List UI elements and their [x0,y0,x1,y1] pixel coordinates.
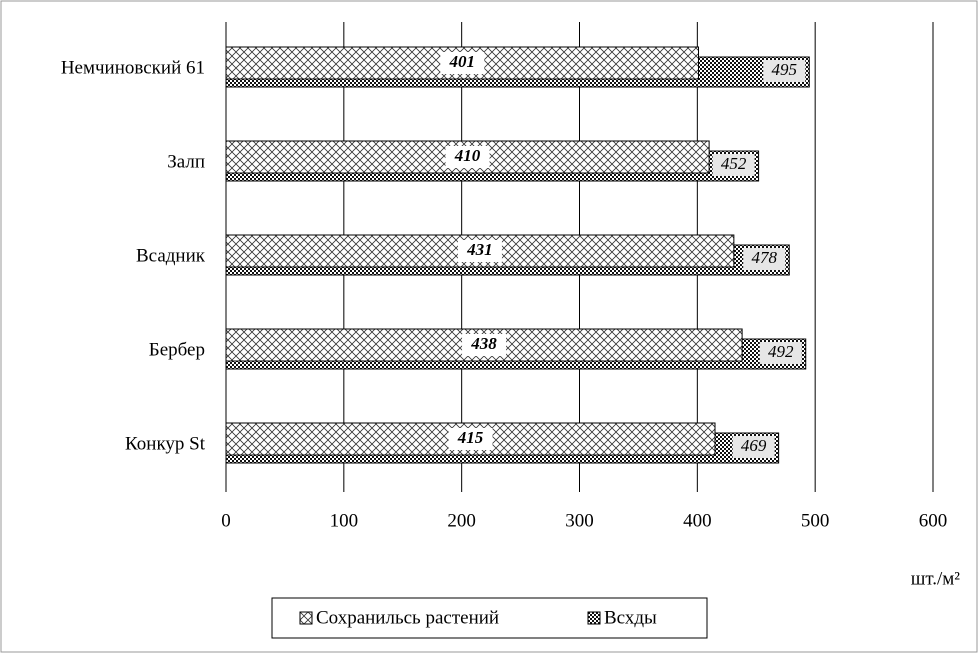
data-label: 495 [772,60,798,79]
label-bg [732,436,775,458]
data-label: 452 [721,154,747,173]
data-label: 478 [751,248,777,267]
legend-swatch [299,611,313,625]
x-tick-label: 600 [919,510,948,531]
label-bg [445,146,490,168]
legend-swatch [587,611,601,625]
data-label: 492 [768,342,794,361]
x-axis-title: шт./м² [911,568,961,589]
x-tick-label: 400 [683,510,712,531]
category-label: Конкур St [125,433,206,454]
label-bg [440,52,485,74]
data-label: 401 [449,52,476,71]
x-tick-label: 500 [801,510,830,531]
category-label: Всадник [136,245,206,266]
legend-label: Сохранильсь растений [316,607,499,628]
category-label: Залп [167,151,205,172]
legend-label: Всхды [604,607,657,628]
x-tick-label: 200 [447,510,476,531]
x-tick-label: 0 [221,510,231,531]
x-tick-label: 300 [565,510,594,531]
label-bg [759,342,802,364]
data-label: 431 [466,240,493,259]
legend-box [271,597,708,639]
x-tick-label: 100 [330,510,359,531]
data-label: 469 [741,436,767,455]
category-label: Немчиновский 61 [61,57,205,78]
category-label: Бербер [149,339,205,360]
label-bg [763,60,806,82]
label-bg [448,428,493,450]
data-label: 410 [454,146,481,165]
label-bg [462,334,507,356]
data-label: 415 [457,428,484,447]
label-bg [712,154,755,176]
label-bg [457,240,502,262]
label-bg [743,248,786,270]
data-label: 438 [470,334,497,353]
